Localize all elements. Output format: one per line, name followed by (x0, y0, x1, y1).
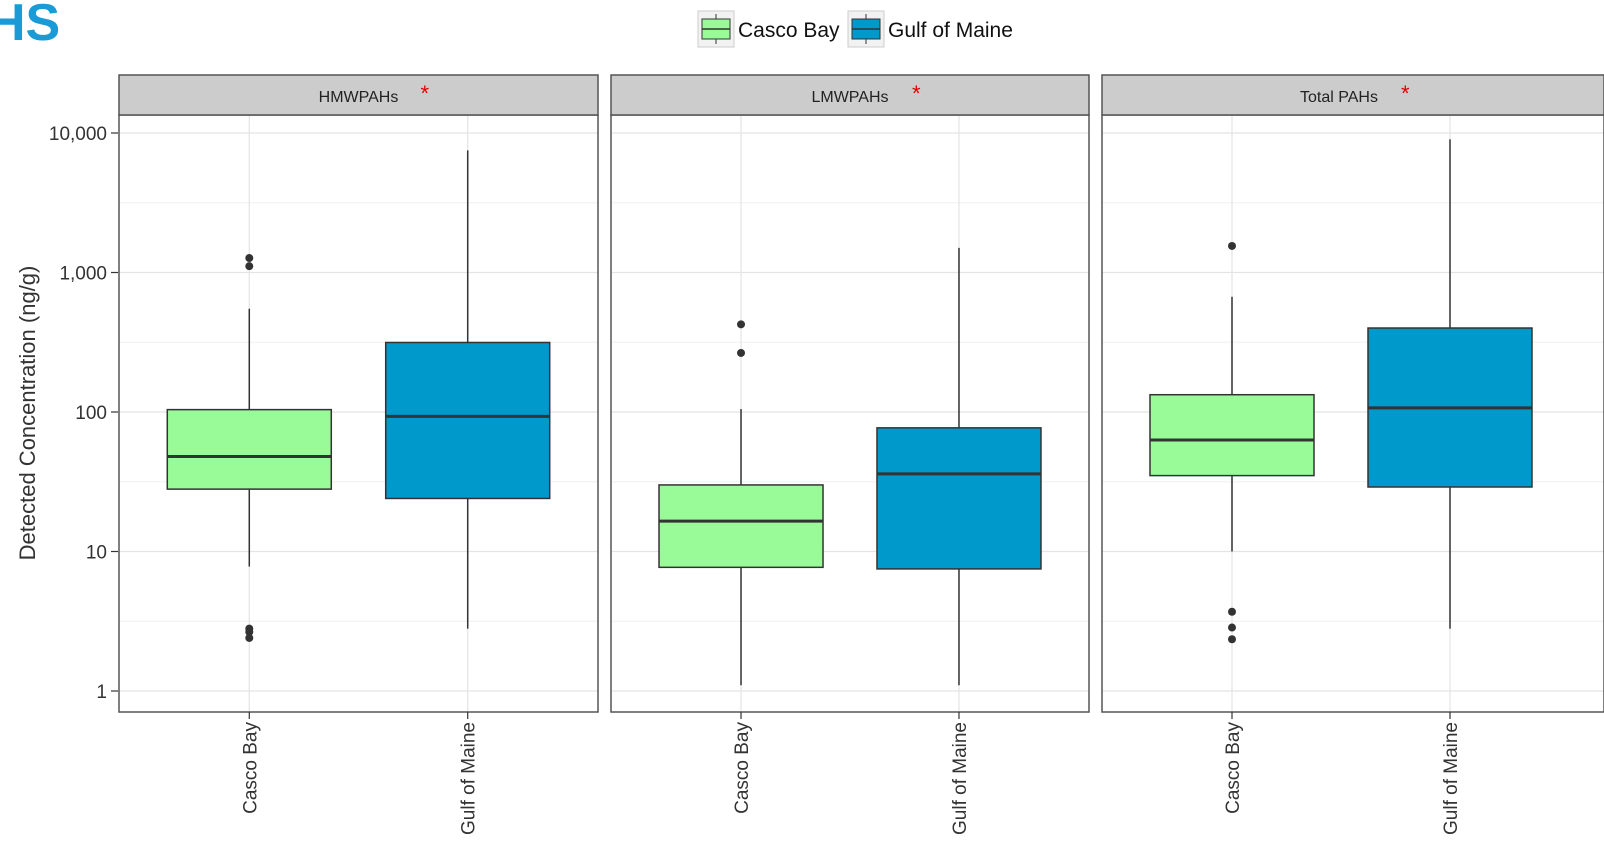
y-tick-label: 10,000 (49, 124, 107, 145)
y-axis-title: Detected Concentration (ng/g) (15, 266, 40, 561)
x-tick-label: Casco Bay (240, 722, 261, 814)
outlier-point (245, 262, 254, 271)
outlier-point (245, 254, 254, 263)
outlier-point (1228, 241, 1236, 250)
facet-strip (1101, 74, 1604, 116)
y-tick-label: 1 (96, 682, 107, 703)
x-tick-label: Casco Bay (732, 722, 753, 814)
facet-strip (118, 74, 599, 116)
panel-background (611, 115, 1089, 712)
outlier-point (737, 320, 746, 329)
facet-strip (610, 74, 1090, 116)
legend-label: Gulf of Maine (888, 19, 1013, 42)
outlier-point (1228, 607, 1236, 616)
x-tick-label: Gulf of Maine (950, 722, 971, 835)
significance-marker: * (1401, 81, 1410, 106)
box-iqr (384, 341, 551, 500)
box-iqr (166, 408, 333, 490)
y-tick-label: 100 (75, 403, 107, 424)
box-iqr (658, 484, 824, 569)
outlier-point (1228, 635, 1236, 644)
significance-marker: * (421, 81, 430, 106)
x-tick-label: Casco Bay (1223, 722, 1244, 814)
box-iqr (876, 427, 1042, 570)
y-tick-label: 1,000 (59, 264, 107, 285)
page-heading: HS (0, 0, 61, 52)
outlier-point (1228, 623, 1236, 632)
significance-marker: * (912, 81, 921, 106)
box-iqr (1149, 393, 1315, 477)
facet-title: HMWPAHs (319, 89, 399, 106)
legend-label: Casco Bay (738, 19, 840, 42)
x-tick-label: Gulf of Maine (1441, 722, 1462, 835)
outlier-point (245, 633, 254, 642)
facet-title: Total PAHs (1300, 89, 1378, 106)
y-tick-label: 10 (86, 543, 107, 564)
outlier-point (245, 627, 254, 636)
x-tick-label: Gulf of Maine (459, 722, 480, 835)
outlier-point (737, 348, 746, 357)
facet-title: LMWPAHs (811, 89, 888, 106)
